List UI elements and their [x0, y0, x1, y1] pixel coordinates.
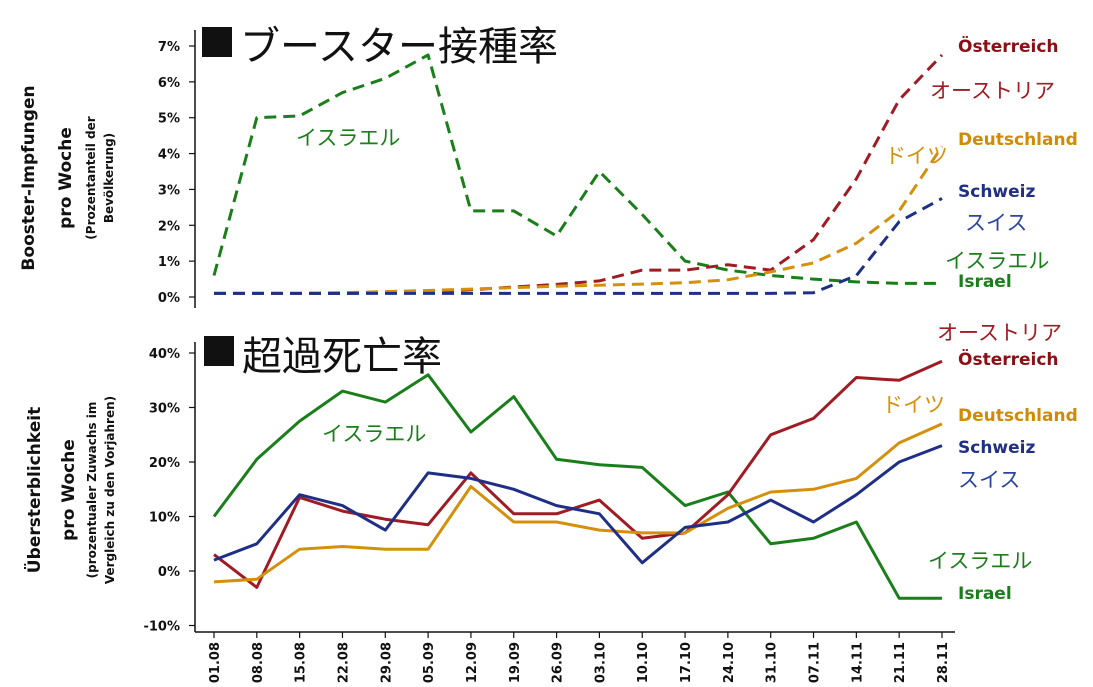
bottom-label-austria-ja: オーストリア [937, 321, 1062, 345]
top-series-germany [214, 145, 944, 295]
xtick-label: 17.10 [679, 642, 694, 683]
xtick-label: 14.11 [850, 642, 865, 683]
xtick-label: 22.08 [336, 642, 351, 683]
bottom-label-israel-inline-ja: イスラエル [322, 422, 426, 446]
top-ytick-label: 6% [158, 76, 180, 91]
top-ytick-label: 4% [158, 148, 180, 163]
top-series-switzerland [214, 197, 943, 295]
xtick-label: 12.09 [465, 642, 480, 683]
bottom-ytick-label: 20% [149, 456, 180, 471]
top-y-ticks: 0% 1% 2% 3% 4% 5% 6% 7% [158, 40, 195, 306]
xtick-label: 26.09 [551, 642, 566, 683]
top-label-austria-ja: オーストリア [930, 79, 1055, 103]
bottom-series-austria [213, 359, 943, 589]
xtick-label: 24.10 [722, 642, 737, 683]
top-ylabel-line2: pro Woche [56, 127, 76, 229]
title-marker-bottom [204, 336, 234, 366]
top-label-austria: Österreich [958, 35, 1059, 57]
bottom-label-israel: Israel [958, 584, 1012, 604]
top-label-israel-inline-ja: イスラエル [296, 126, 400, 150]
top-label-germany-ja: ドイツ [885, 144, 948, 168]
top-ylabel-sub-line2: Bevölkerung) [102, 133, 116, 223]
bottom-series-switzerland [213, 444, 943, 565]
top-ytick-label: 3% [158, 183, 180, 198]
top-label-switzerland-ja: スイス [965, 211, 1027, 235]
bottom-label-austria: Österreich [958, 348, 1059, 370]
bottom-label-switzerland-ja: スイス [958, 468, 1020, 492]
bottom-ytick-label: 30% [149, 402, 180, 417]
bottom-ytick-label: 10% [149, 511, 180, 526]
title-marker-top [202, 27, 232, 57]
bottom-chart-title: 超過死亡率 [242, 334, 442, 380]
xtick-label: 07.11 [808, 642, 823, 683]
xtick-label: 08.08 [251, 642, 266, 683]
bottom-ylabel-sub-line2: Vergleich zu den Vorjahren) [103, 396, 117, 584]
bottom-label-germany-ja: ドイツ [882, 393, 945, 417]
bottom-label-israel-ja: イスラエル [928, 549, 1032, 573]
top-ylabel-sub-line1: (Prozentanteil der [84, 116, 98, 239]
bottom-ylabel-line1: Übersterblichkeit [23, 407, 45, 573]
top-label-switzerland: Schweiz [958, 182, 1035, 202]
bottom-ylabel-line2: pro Woche [59, 439, 79, 541]
xtick-label: 10.10 [636, 642, 651, 683]
bottom-series-group [212, 359, 943, 600]
bottom-series-germany [213, 422, 943, 584]
xtick-label: 29.08 [379, 642, 394, 683]
top-ytick-label: 0% [158, 291, 180, 306]
top-series-israel [212, 53, 942, 285]
xtick-label: 19.09 [508, 642, 523, 683]
bottom-ylabel-sub-line1: (prozentualer Zuwachs im [85, 402, 99, 579]
xtick-label: 01.08 [208, 642, 223, 683]
xtick-label: 21.11 [893, 642, 908, 683]
xtick-label: 03.10 [593, 642, 608, 683]
top-label-israel: Israel [958, 272, 1012, 292]
top-ylabel-line1: Booster-Impfungen [19, 85, 39, 270]
top-ytick-label: 5% [158, 112, 180, 127]
top-label-israel-ja: イスラエル [945, 249, 1049, 273]
bottom-series-israel [212, 373, 942, 600]
top-ytick-label: 2% [158, 219, 180, 234]
top-label-germany: Deutschland [958, 130, 1078, 150]
top-series-austria [214, 53, 944, 295]
x-ticks: 01.08 08.08 15.08 22.08 29.08 05.09 12.09 19.09… [208, 632, 951, 683]
xtick-label: 28.11 [936, 642, 951, 683]
top-ytick-label: 7% [158, 40, 180, 55]
bottom-label-germany: Deutschland [958, 406, 1078, 426]
xtick-label: 15.08 [294, 642, 309, 683]
bottom-ytick-label: -10% [143, 620, 180, 635]
bottom-y-ticks: -10% 0% 10% 20% 30% 40% [143, 347, 195, 635]
bottom-ytick-label: 0% [158, 565, 180, 580]
xtick-label: 31.10 [765, 642, 780, 683]
top-chart-title: ブースター接種率 [240, 24, 558, 70]
top-series-group [212, 53, 944, 295]
bottom-ytick-label: 40% [149, 347, 180, 362]
bottom-label-switzerland: Schweiz [958, 438, 1035, 458]
top-ytick-label: 1% [158, 255, 180, 270]
xtick-label: 05.09 [422, 642, 437, 683]
